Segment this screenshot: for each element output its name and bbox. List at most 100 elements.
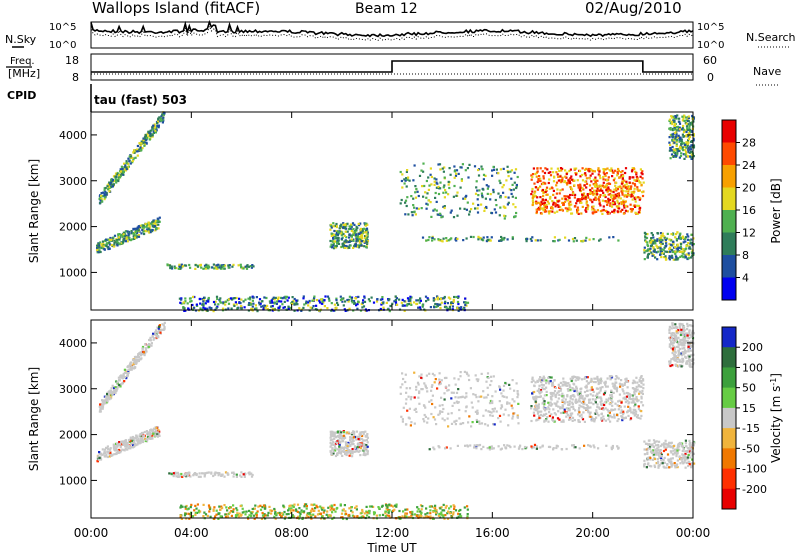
echo-cell: [399, 386, 402, 389]
echo-cell: [666, 453, 670, 456]
echo-cell: [202, 267, 205, 270]
echo-cell: [582, 411, 585, 414]
echo-cell: [617, 377, 620, 380]
echo-cell: [428, 236, 431, 239]
echo-cell: [300, 309, 303, 312]
echo-cell: [497, 172, 500, 175]
echo-cell: [161, 323, 164, 326]
echo-cell: [688, 448, 691, 451]
echo-cell: [162, 328, 165, 331]
echo-cell: [202, 302, 205, 305]
echo-cell: [653, 453, 656, 456]
echo-cell: [542, 397, 545, 400]
echo-cell: [683, 461, 686, 464]
echo-cell: [215, 295, 219, 298]
echo-cell: [577, 212, 580, 215]
echo-cell: [207, 265, 210, 269]
echo-cell: [578, 411, 581, 414]
echo-cell: [501, 237, 504, 240]
echo-cell: [127, 371, 130, 375]
echo-cell: [110, 183, 113, 186]
echo-cell: [541, 182, 544, 185]
echo-cell: [287, 296, 290, 299]
echo-cell: [438, 412, 441, 415]
echo-cell: [590, 199, 593, 202]
echo-cell: [682, 447, 685, 451]
echo-cell: [632, 412, 635, 415]
echo-cell: [502, 191, 505, 194]
echo-cell: [186, 302, 189, 305]
echo-cell: [449, 303, 453, 306]
echo-cell: [571, 398, 574, 401]
echo-cell: [430, 412, 433, 416]
echo-cell: [356, 236, 359, 239]
echo-cell: [466, 201, 469, 204]
echo-cell: [480, 192, 483, 195]
echo-cell: [635, 376, 638, 379]
echo-cell: [570, 203, 573, 206]
echo-cell: [581, 167, 584, 170]
echo-cell: [536, 407, 539, 410]
echo-cell: [645, 466, 648, 469]
echo-cell: [508, 444, 511, 447]
echo-cell: [427, 298, 430, 301]
echo-cell: [610, 393, 613, 396]
echo-cell: [605, 189, 608, 192]
echo-cell: [359, 232, 362, 235]
echo-cell: [452, 298, 455, 302]
echo-cell: [347, 451, 350, 454]
echo-cell: [349, 227, 352, 230]
echo-cell: [664, 238, 667, 241]
echo-cell: [638, 198, 641, 201]
echo-cell: [205, 263, 208, 266]
echo-cell: [689, 148, 692, 151]
echo-cell: [336, 230, 339, 233]
echo-cell: [263, 305, 267, 308]
echo-cell: [422, 162, 425, 165]
echo-cell: [609, 376, 612, 379]
echo-cell: [547, 401, 550, 404]
echo-cell: [142, 142, 146, 145]
echo-cell: [637, 385, 640, 388]
echo-cell: [634, 184, 637, 187]
echo-cell: [622, 174, 625, 178]
echo-cell: [569, 397, 572, 400]
echo-cell: [554, 395, 557, 399]
echo-cell: [498, 400, 501, 403]
echo-cell: [580, 405, 583, 408]
echo-cell: [583, 377, 586, 380]
echo-cell: [612, 171, 615, 174]
echo-cell: [535, 211, 538, 215]
echo-cell: [499, 206, 502, 209]
echo-cell: [543, 409, 547, 412]
echo-cell: [477, 174, 481, 177]
echo-cell: [540, 380, 543, 383]
echo-cell: [682, 135, 685, 138]
echo-cell: [358, 239, 361, 242]
echo-cell: [640, 172, 643, 175]
echo-cell: [627, 414, 630, 417]
echo-cell: [360, 443, 363, 446]
echo-cell: [480, 238, 483, 241]
echo-cell: [227, 264, 230, 267]
echo-cell: [152, 222, 155, 225]
echo-cell: [111, 384, 114, 387]
echo-cell: [333, 437, 336, 440]
echo-cell: [570, 178, 574, 181]
echo-cell: [142, 351, 145, 354]
echo-cell: [559, 388, 563, 391]
echo-cell: [280, 300, 283, 303]
echo-cell: [131, 442, 134, 445]
echo-cell: [495, 410, 498, 413]
echo-cell: [349, 443, 352, 446]
echo-cell: [641, 191, 644, 194]
echo-cell: [242, 300, 245, 303]
echo-cell: [337, 233, 340, 236]
echo-cell: [118, 233, 121, 236]
echo-cell: [542, 379, 545, 382]
echo-cell: [612, 203, 615, 206]
echo-cell: [114, 179, 117, 182]
echo-cell: [583, 390, 587, 394]
echo-cell: [539, 203, 542, 206]
